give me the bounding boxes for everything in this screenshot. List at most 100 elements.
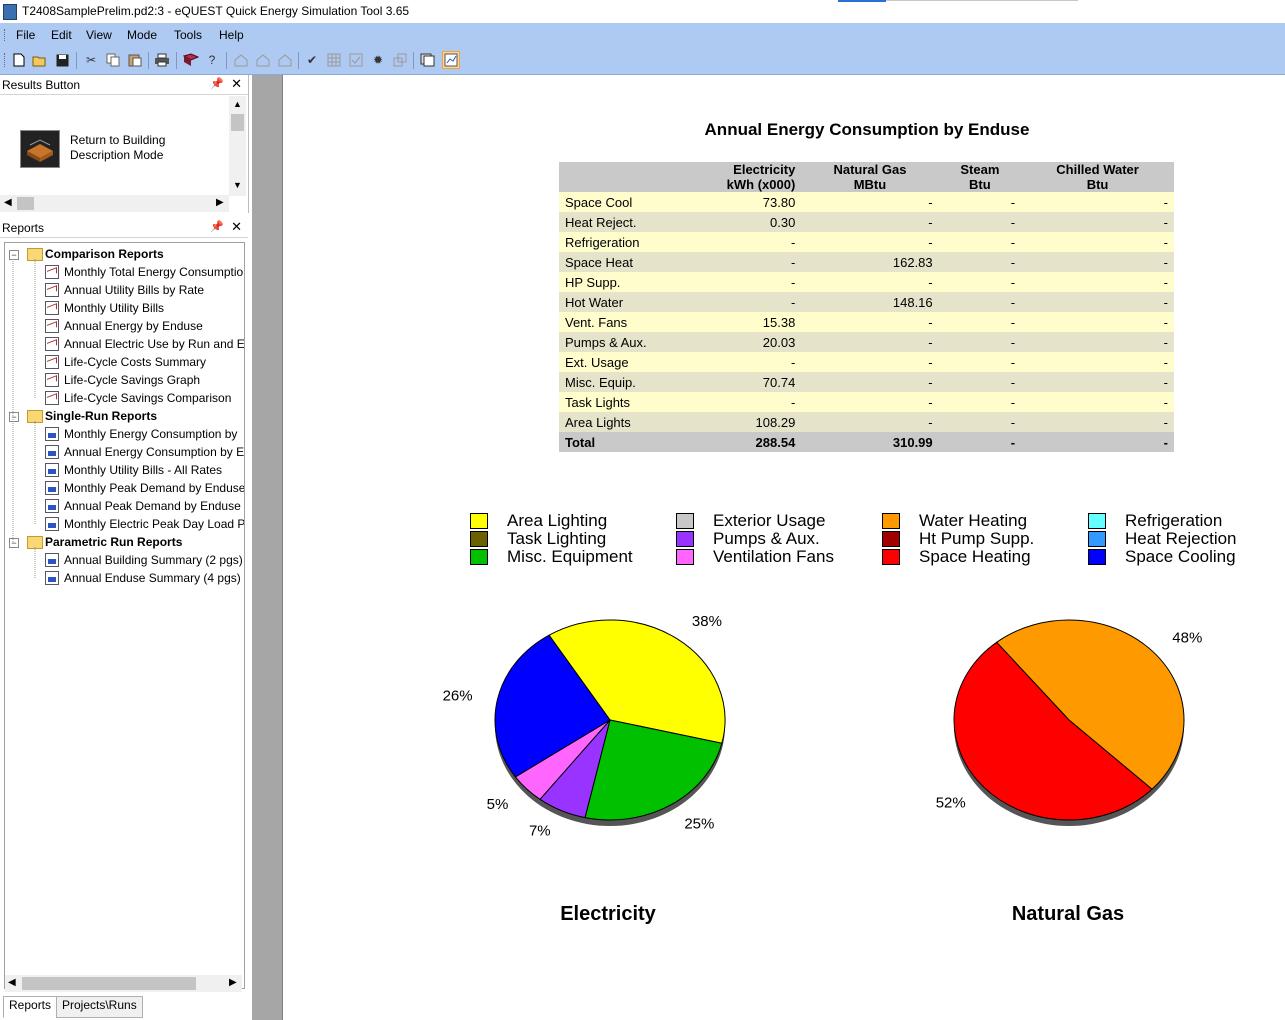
table-row: Space Cool 73.80- - - bbox=[559, 192, 1174, 212]
cell-value: - bbox=[1021, 392, 1174, 412]
save-icon[interactable] bbox=[54, 52, 70, 68]
tree-item-report[interactable]: Annual Building Summary (2 pgs) bbox=[45, 551, 244, 569]
tree-item-label: Annual Enduse Summary (4 pgs) bbox=[64, 571, 241, 585]
menu-edit[interactable]: Edit bbox=[51, 28, 72, 42]
paste-icon[interactable] bbox=[127, 52, 143, 68]
menu-mode[interactable]: Mode bbox=[127, 28, 158, 42]
cell-value: - bbox=[938, 312, 1022, 332]
menu-bar: File Edit View Mode Tools Help bbox=[0, 23, 1285, 47]
menu-tools[interactable]: Tools bbox=[174, 28, 203, 42]
table-row: Space Heat -162.83- - bbox=[559, 252, 1174, 272]
reports-icon[interactable] bbox=[420, 52, 436, 68]
collapse-icon[interactable]: − bbox=[9, 250, 19, 260]
tree-item-report[interactable]: Monthly Utility Bills - All Rates bbox=[45, 461, 244, 479]
help-icon[interactable]: ? bbox=[208, 53, 216, 67]
gear-icon[interactable]: ✹ bbox=[372, 53, 384, 67]
tree-group-parametric[interactable]: − Parametric Run Reports bbox=[9, 533, 244, 551]
wizard1-icon[interactable] bbox=[233, 52, 249, 68]
results-hscrollbar[interactable]: ◀ ▶ bbox=[0, 195, 229, 212]
tree-item-label: Life-Cycle Savings Graph bbox=[64, 373, 201, 387]
row-label: Heat Reject. bbox=[559, 212, 671, 232]
pie-percent-label: 52% bbox=[936, 795, 966, 812]
results-icon[interactable] bbox=[442, 51, 460, 69]
tree-group-single-run[interactable]: − Single-Run Reports bbox=[9, 407, 244, 425]
tree-group-comparison[interactable]: − Comparison Reports bbox=[9, 245, 244, 263]
line-chart-icon bbox=[45, 265, 59, 279]
reports-hscrollbar[interactable]: ◀ ▶ bbox=[5, 975, 242, 992]
cut-icon[interactable]: ✂ bbox=[85, 53, 97, 67]
results-vscrollbar[interactable]: ▲ ▼ bbox=[229, 96, 246, 196]
check-icon[interactable]: ✔ bbox=[306, 53, 318, 67]
row-label: Ext. Usage bbox=[559, 352, 671, 372]
legend-swatch bbox=[470, 531, 488, 547]
cell-value: - bbox=[801, 392, 939, 412]
book-icon[interactable] bbox=[183, 52, 199, 68]
tree-item-report[interactable]: Annual Enduse Summary (4 pgs) bbox=[45, 569, 244, 587]
wizard2-icon[interactable] bbox=[255, 52, 271, 68]
column-unit: Btu bbox=[969, 177, 991, 192]
windows-icon[interactable] bbox=[392, 52, 408, 68]
pie-percent-label: 7% bbox=[529, 823, 551, 840]
grid-icon[interactable] bbox=[326, 52, 342, 68]
checklist-icon[interactable] bbox=[348, 52, 364, 68]
pie-slice-area-lighting bbox=[548, 619, 726, 744]
tree-item-report[interactable]: Life-Cycle Savings Graph bbox=[45, 371, 244, 389]
collapse-icon[interactable]: − bbox=[9, 412, 19, 422]
tab-projects-runs[interactable]: Projects\Runs bbox=[56, 996, 143, 1018]
return-to-building-button[interactable]: Return to Building Description Mode bbox=[70, 133, 166, 162]
tree-item-report[interactable]: Monthly Utility Bills bbox=[45, 299, 244, 317]
tree-item-report[interactable]: Annual Energy by Enduse bbox=[45, 317, 244, 335]
legend-label: Task Lighting bbox=[507, 529, 607, 548]
menu-help[interactable]: Help bbox=[219, 28, 244, 42]
tab-reports[interactable]: Reports bbox=[3, 996, 58, 1018]
tree-item-report[interactable]: Life-Cycle Savings Comparison bbox=[45, 389, 244, 407]
tree-item-report[interactable]: Annual Utility Bills by Rate bbox=[45, 281, 244, 299]
copy-icon[interactable] bbox=[105, 52, 121, 68]
tree-item-label: Monthly Utility Bills bbox=[64, 301, 165, 315]
table-body: Space Cool 73.80- - - Heat Reject. 0.30- - - Ref… bbox=[559, 192, 1174, 452]
open-icon[interactable] bbox=[32, 52, 48, 68]
legend-swatch bbox=[882, 513, 900, 529]
pie-percent-label: 26% bbox=[443, 687, 473, 704]
close-icon[interactable]: ✕ bbox=[231, 76, 242, 91]
line-chart-icon bbox=[45, 355, 59, 369]
pie-percent-label: 5% bbox=[487, 796, 509, 813]
tree-item-label: Life-Cycle Savings Comparison bbox=[64, 391, 232, 405]
close-icon[interactable]: ✕ bbox=[231, 219, 242, 234]
cell-value: - bbox=[801, 232, 939, 252]
row-label: HP Supp. bbox=[559, 272, 671, 292]
tree-item-report[interactable]: Monthly Total Energy Consumptio bbox=[45, 263, 244, 281]
cell-value: - bbox=[671, 252, 802, 272]
bar-chart-icon bbox=[45, 445, 59, 459]
pin-icon[interactable]: 📌 bbox=[210, 221, 224, 233]
cell-value: - bbox=[938, 332, 1022, 352]
cell-value: 0.30 bbox=[671, 212, 802, 232]
column-name: Steam bbox=[960, 162, 1000, 177]
new-icon[interactable] bbox=[11, 52, 27, 68]
tree-item-report[interactable]: Annual Peak Demand by Enduse bbox=[45, 497, 244, 515]
pin-icon[interactable]: 📌 bbox=[210, 78, 224, 90]
table-row: Refrigeration - - - - bbox=[559, 232, 1174, 252]
tree-item-report[interactable]: Life-Cycle Costs Summary bbox=[45, 353, 244, 371]
cell-value: - bbox=[938, 192, 1022, 212]
collapse-icon[interactable]: − bbox=[9, 538, 19, 548]
tree-item-report[interactable]: Annual Energy Consumption by E bbox=[45, 443, 244, 461]
wizard3-icon[interactable] bbox=[277, 52, 293, 68]
tree-item-report[interactable]: Annual Electric Use by Run and Er bbox=[45, 335, 244, 353]
cell-value: - bbox=[938, 432, 1022, 452]
cell-value: - bbox=[938, 352, 1022, 372]
menu-view[interactable]: View bbox=[86, 28, 112, 42]
building-mode-icon[interactable] bbox=[20, 130, 60, 168]
tree-item-report[interactable]: Monthly Electric Peak Day Load P bbox=[45, 515, 244, 533]
print-icon[interactable] bbox=[154, 52, 170, 68]
line-chart-icon bbox=[45, 337, 59, 351]
legend-swatch bbox=[1088, 513, 1106, 529]
tree-item-report[interactable]: Monthly Peak Demand by Enduse bbox=[45, 479, 244, 497]
window-title: T2408SamplePrelim.pd2:3 - eQUEST Quick E… bbox=[22, 4, 410, 18]
legend-label: Area Lighting bbox=[507, 511, 608, 530]
menu-file[interactable]: File bbox=[16, 28, 36, 42]
pie-percent-label: 48% bbox=[1172, 629, 1202, 646]
table-row: Misc. Equip. 70.74- - - bbox=[559, 372, 1174, 392]
tree-item-report[interactable]: Monthly Energy Consumption by bbox=[45, 425, 244, 443]
pane-splitter[interactable] bbox=[252, 75, 282, 1020]
